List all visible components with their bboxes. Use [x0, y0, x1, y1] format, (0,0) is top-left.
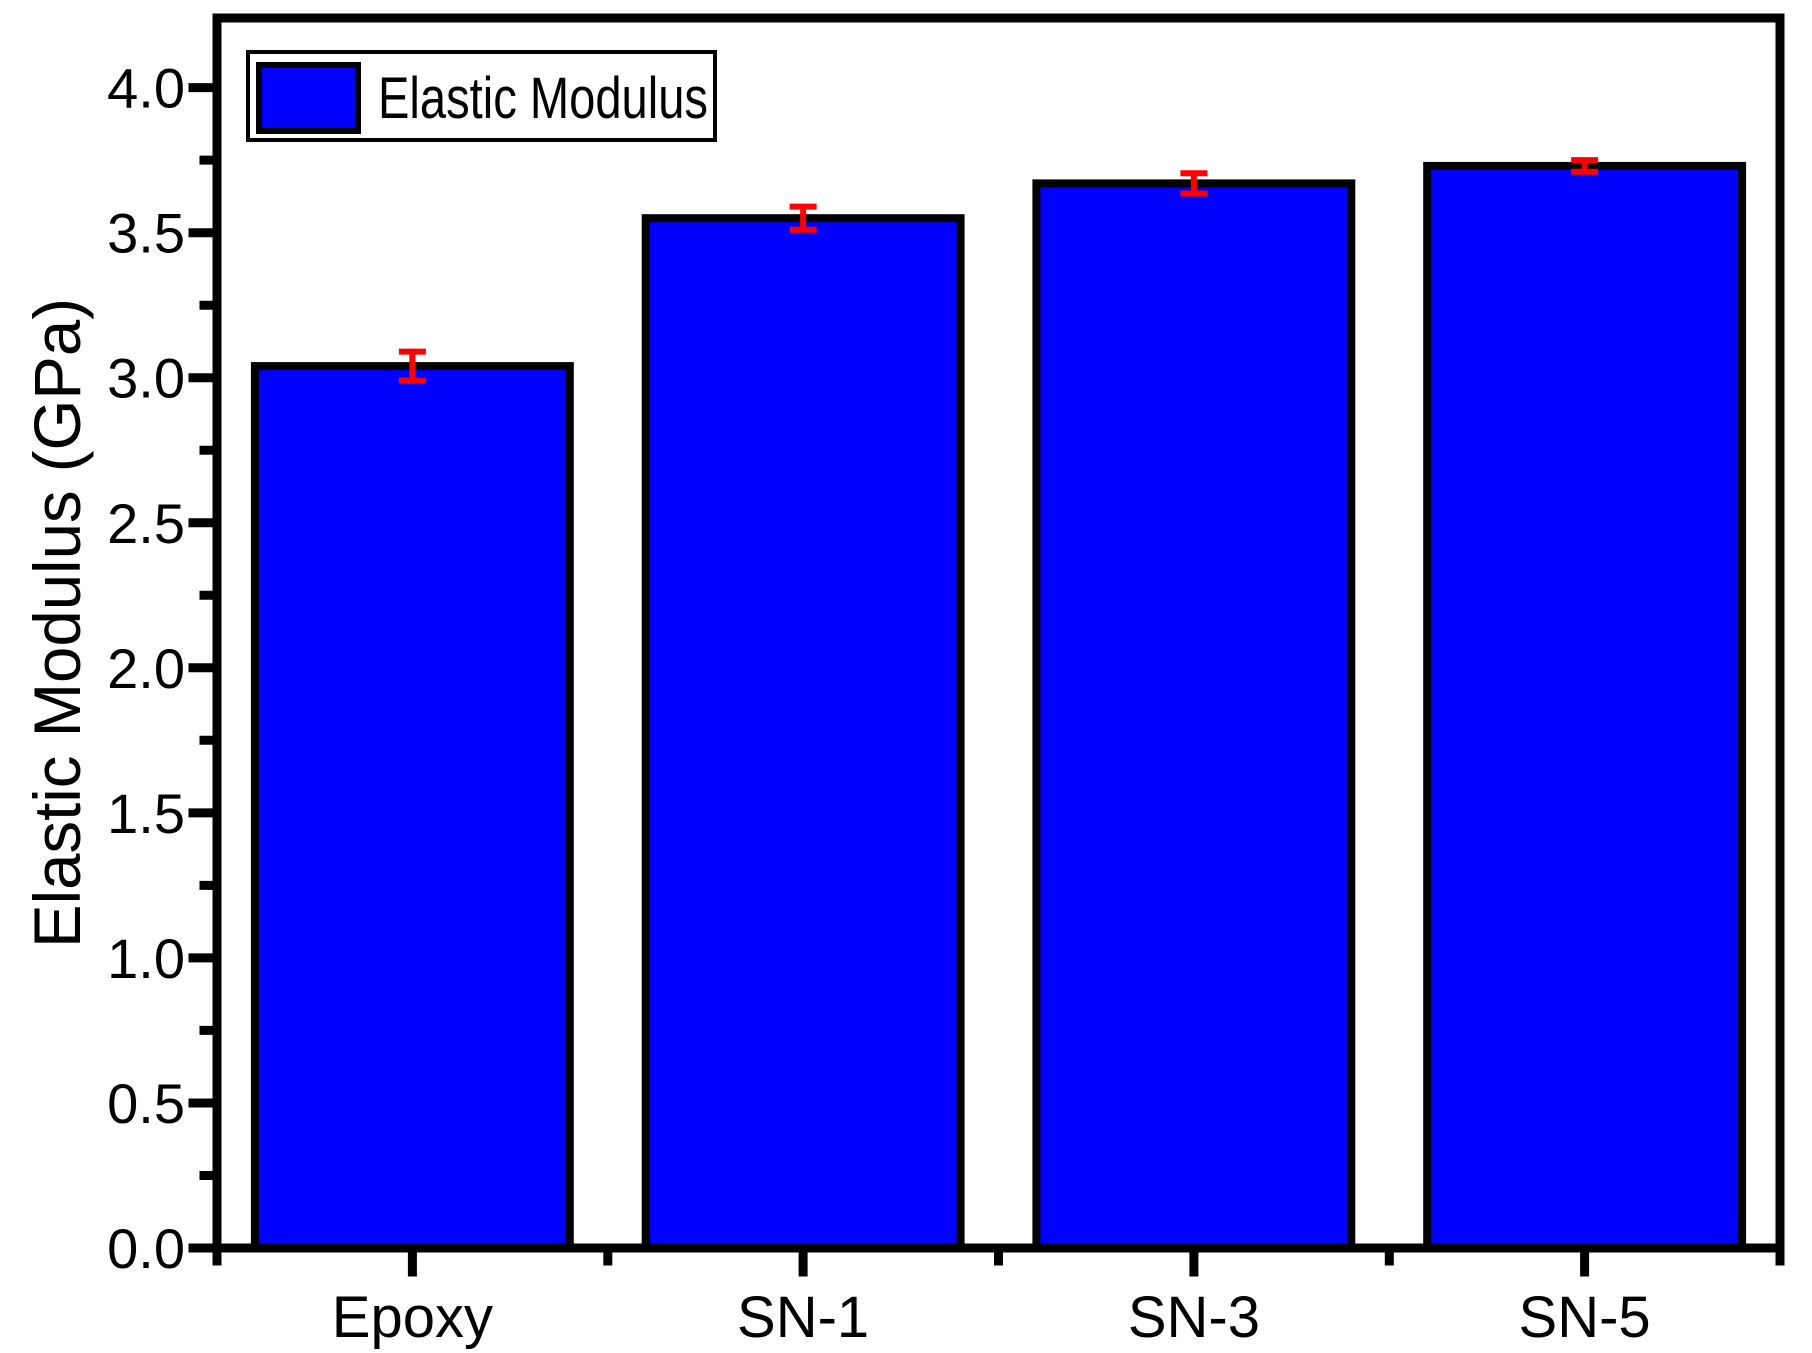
legend-swatch-icon — [256, 62, 361, 134]
y-tick-label: 0.0 — [107, 1217, 185, 1280]
x-tick-label-sn-3: SN-3 — [1128, 1285, 1260, 1350]
axes-layer — [188, 13, 1785, 1277]
bar-sn-1 — [641, 214, 965, 1253]
y-tick-label: 1.5 — [107, 782, 185, 845]
y-tick-label: 0.5 — [107, 1072, 185, 1135]
error-bar-sn-3 — [1180, 170, 1208, 197]
y-tick-label: 2.0 — [107, 637, 185, 700]
error-bars-layer — [398, 157, 1599, 384]
y-tick-label: 4.0 — [107, 57, 185, 120]
y-tick-label: 3.5 — [107, 202, 185, 265]
legend: Elastic Modulus — [246, 50, 717, 142]
y-tick-label: 1.0 — [107, 927, 185, 990]
axis-labels-layer: Epoxy SN-1 SN-3 SN-5 0.0 0.5 1.0 1.5 2.0 2.5 3.0 3.… — [107, 57, 1651, 1350]
bar-sn-3 — [1032, 179, 1356, 1252]
bar-sn-5 — [1423, 161, 1747, 1252]
bar-epoxy — [250, 362, 574, 1253]
bars-layer — [250, 161, 1747, 1253]
error-bar-epoxy — [398, 348, 426, 384]
y-tick-label: 2.5 — [107, 492, 185, 555]
plot-frame — [212, 13, 1785, 1253]
y-tick-label: 3.0 — [107, 347, 185, 410]
x-tick-label-epoxy: Epoxy — [332, 1285, 493, 1350]
error-bar-sn-5 — [1571, 157, 1599, 175]
x-tick-label-sn-5: SN-5 — [1519, 1285, 1651, 1350]
error-bar-sn-1 — [789, 203, 817, 233]
legend-label: Elastic Modulus — [378, 66, 708, 131]
y-axis-title: Elastic Modulus (GPa) — [20, 298, 94, 948]
x-tick-label-sn-1: SN-1 — [737, 1285, 869, 1350]
